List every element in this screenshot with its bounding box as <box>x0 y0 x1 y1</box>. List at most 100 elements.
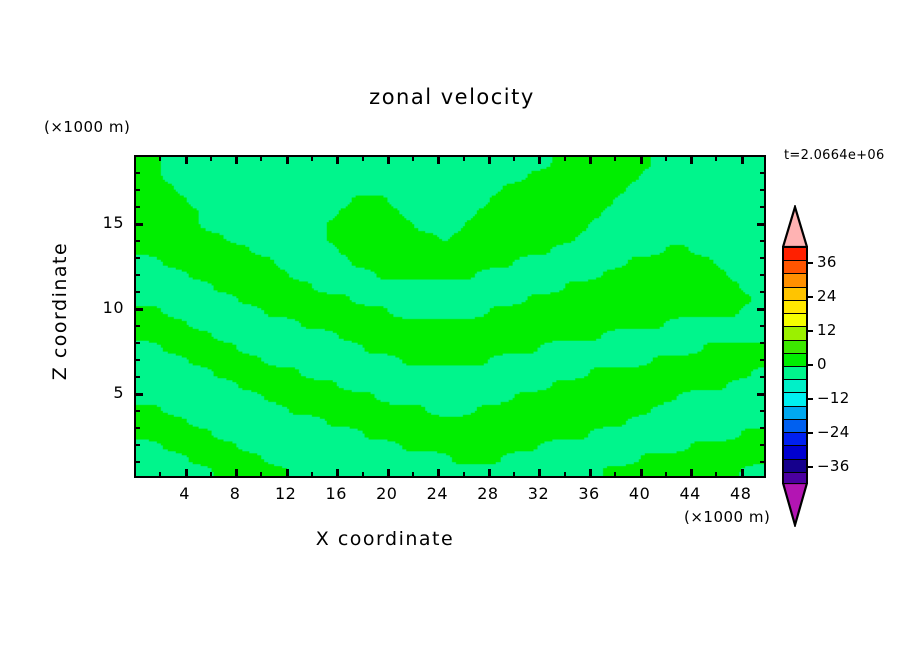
x-tick-top-28 <box>488 155 491 164</box>
x-axis-units-label: (×1000 m) <box>684 508 771 526</box>
colorbar-band-0 <box>784 248 806 262</box>
x-tick-label-12: 12 <box>274 484 297 503</box>
y-tick-right-12 <box>760 274 766 276</box>
x-tick-20 <box>387 469 390 478</box>
y-tick-16 <box>134 206 140 208</box>
colorbar-label-24: 24 <box>817 287 837 305</box>
x-tick-label-44: 44 <box>679 484 701 503</box>
y-tick-7 <box>134 359 140 361</box>
page-title: zonal velocity <box>369 85 535 109</box>
y-tick-13 <box>134 257 140 259</box>
y-tick-1 <box>134 461 140 463</box>
y-tick-right-1 <box>760 461 766 463</box>
colorbar-band-12 <box>784 406 806 420</box>
x-axis-title: X coordinate <box>315 528 455 550</box>
colorbar-over-arrow <box>781 203 809 249</box>
x-tick-top-10 <box>260 155 262 161</box>
x-tick-16 <box>336 469 339 478</box>
y-tick-right-14 <box>760 240 766 242</box>
x-tick-top-36 <box>589 155 592 164</box>
y-tick-right-15 <box>757 223 766 226</box>
x-tick-42 <box>665 472 667 478</box>
x-tick-label-28: 28 <box>477 484 499 503</box>
colorbar-label--36: −36 <box>817 457 850 475</box>
x-tick-label-20: 20 <box>376 484 398 503</box>
colorbar-label-0: 0 <box>817 355 827 373</box>
x-tick-top-14 <box>311 155 313 161</box>
x-tick-top-4 <box>185 155 188 164</box>
x-tick-top-46 <box>715 155 717 161</box>
x-tick-top-6 <box>210 155 212 161</box>
x-tick-top-16 <box>336 155 339 164</box>
x-tick-top-32 <box>538 155 541 164</box>
colorbar-band-5 <box>784 314 806 328</box>
y-tick-label-5: 5 <box>113 383 124 402</box>
y-tick-2 <box>134 444 140 446</box>
y-tick-right-16 <box>760 206 766 208</box>
colorbar-tick--36 <box>808 466 813 468</box>
x-tick-label-48: 48 <box>730 484 752 503</box>
y-tick-right-3 <box>760 427 766 429</box>
x-tick-14 <box>311 472 313 478</box>
x-tick-top-12 <box>286 155 289 164</box>
colorbar-band-2 <box>784 274 806 288</box>
y-tick-label-10: 10 <box>102 298 124 317</box>
colorbar-band-8 <box>784 353 806 367</box>
x-tick-top-22 <box>412 155 414 161</box>
x-tick-22 <box>412 472 414 478</box>
y-tick-right-17 <box>760 189 766 191</box>
x-tick-46 <box>715 472 717 478</box>
x-tick-34 <box>564 472 566 478</box>
y-axis-units-label: (×1000 m) <box>44 118 131 136</box>
colorbar-tick-24 <box>808 296 813 298</box>
y-tick-14 <box>134 240 140 242</box>
x-tick-6 <box>210 472 212 478</box>
x-tick-2 <box>159 472 161 478</box>
colorbar-label--12: −12 <box>817 389 850 407</box>
y-tick-right-5 <box>757 393 766 396</box>
x-tick-top-34 <box>564 155 566 161</box>
y-tick-9 <box>134 325 140 327</box>
y-tick-12 <box>134 274 140 276</box>
x-tick-28 <box>488 469 491 478</box>
x-tick-label-40: 40 <box>628 484 651 503</box>
contour-field <box>136 157 764 476</box>
colorbar-tick--24 <box>808 432 813 434</box>
colorbar-tick--12 <box>808 398 813 400</box>
x-tick-10 <box>260 472 262 478</box>
x-tick-top-38 <box>614 155 616 161</box>
contour-plot-area <box>134 155 766 478</box>
x-tick-top-30 <box>513 155 515 161</box>
colorbar-band-15 <box>784 446 806 460</box>
x-tick-36 <box>589 469 592 478</box>
y-tick-8 <box>134 342 140 344</box>
y-tick-label-15: 15 <box>102 213 124 232</box>
colorbar-band-9 <box>784 366 806 381</box>
x-tick-top-26 <box>463 155 465 161</box>
colorbar-band-4 <box>784 300 806 315</box>
y-tick-right-7 <box>760 359 766 361</box>
x-tick-40 <box>640 469 643 478</box>
colorbar-band-13 <box>784 419 806 434</box>
x-tick-8 <box>235 469 238 478</box>
x-tick-30 <box>513 472 515 478</box>
colorbar-label-36: 36 <box>817 253 837 271</box>
x-tick-label-36: 36 <box>578 484 600 503</box>
colorbar-tick-36 <box>808 262 813 264</box>
y-tick-5 <box>134 393 143 396</box>
y-tick-15 <box>134 223 143 226</box>
y-tick-11 <box>134 291 140 293</box>
x-tick-top-24 <box>437 155 440 164</box>
x-tick-top-2 <box>159 155 161 161</box>
y-tick-3 <box>134 427 140 429</box>
y-tick-right-13 <box>760 257 766 259</box>
x-tick-24 <box>437 469 440 478</box>
x-tick-4 <box>185 469 188 478</box>
y-tick-right-9 <box>760 325 766 327</box>
colorbar-under-arrow <box>781 481 809 530</box>
y-tick-right-6 <box>760 376 766 378</box>
y-tick-right-10 <box>757 308 766 311</box>
colorbar: 36 24 12 0 −12 −24 −36 <box>780 203 900 530</box>
x-tick-label-8: 8 <box>229 484 241 503</box>
